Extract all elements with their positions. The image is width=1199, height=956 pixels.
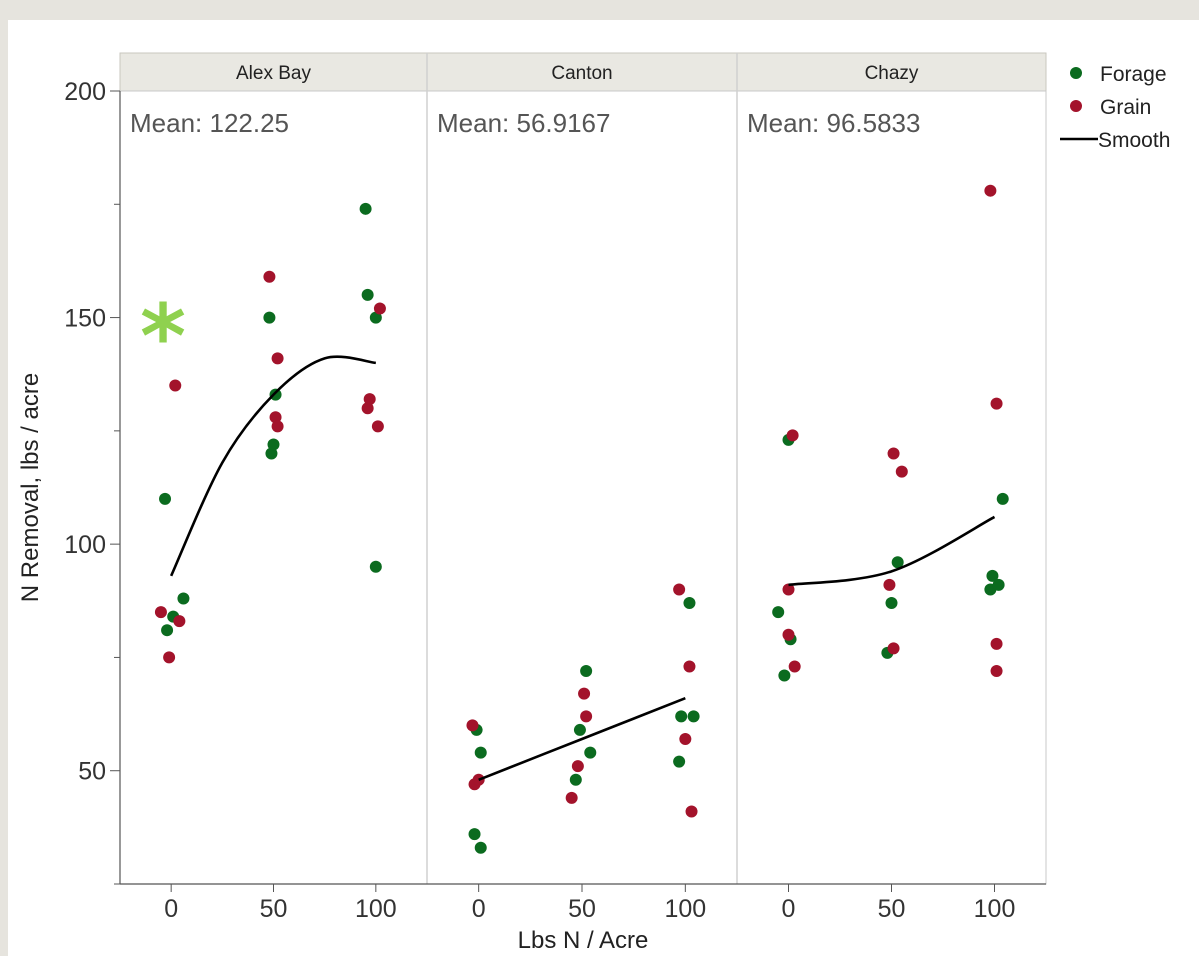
forage-point: [675, 710, 688, 723]
x-tick-label: 0: [782, 895, 796, 923]
x-tick-label: 100: [355, 895, 397, 923]
y-axis-title: N Removal, lbs / acre: [17, 373, 44, 602]
forage-point: [468, 828, 481, 841]
grain-point: [565, 791, 578, 804]
grain-point: [373, 302, 386, 315]
forage-point: [996, 492, 1009, 505]
facet-header: [736, 52, 1047, 92]
forage-point: [263, 311, 276, 324]
y-tick-label: 150: [64, 305, 106, 333]
x-tick-label: 50: [568, 895, 596, 923]
forage-point: [891, 556, 904, 569]
grain-point: [271, 352, 284, 365]
grain-point: [685, 805, 698, 818]
facet-header: [119, 52, 428, 92]
y-tick-label: 50: [78, 758, 106, 786]
grain-point: [271, 420, 284, 433]
grain-point: [782, 583, 795, 596]
facet-mean-label: Mean: 96.5833: [747, 108, 920, 138]
grain-point: [263, 270, 276, 283]
grain-point: [786, 429, 799, 442]
smooth-line: [478, 697, 686, 781]
forage-point: [359, 202, 372, 215]
grain-point: [887, 642, 900, 655]
x-tick-label: 0: [472, 895, 486, 923]
grain-point: [883, 578, 896, 591]
legend-label: Forage: [1100, 63, 1167, 86]
grain-point: [990, 637, 1003, 650]
forage-point: [992, 578, 1005, 591]
grain-point: [466, 719, 479, 732]
grain-point: [984, 184, 997, 197]
facet-mean-label: Mean: 56.9167: [437, 108, 610, 138]
grain-point: [683, 660, 696, 673]
forage-point: [687, 710, 700, 723]
grain-point: [269, 411, 282, 424]
legend-swatch-forage: [1070, 67, 1082, 79]
forage-point: [267, 438, 280, 451]
x-tick-label: 50: [878, 895, 906, 923]
grain-point: [990, 665, 1003, 678]
grain-point: [887, 447, 900, 460]
smooth-line: [169, 355, 377, 577]
y-tick-label: 100: [64, 531, 106, 559]
forage-point: [772, 606, 785, 619]
grain-point: [578, 687, 591, 700]
x-tick-label: 50: [260, 895, 288, 923]
grain-point: [990, 397, 1003, 410]
facet-label: Chazy: [865, 63, 919, 84]
annotation-asterisk: *: [140, 285, 186, 388]
forage-point: [584, 746, 597, 759]
legend-label: Grain: [1100, 96, 1151, 119]
grain-point: [173, 615, 186, 628]
grain-point: [673, 583, 686, 596]
forage-point: [569, 773, 582, 786]
x-axis-title: Lbs N / Acre: [518, 927, 649, 954]
grain-point: [895, 465, 908, 478]
grain-point: [154, 606, 167, 619]
grain-point: [571, 760, 584, 773]
chart-svg: Alex Bay Canton Chazy 50 100 150 200 0 50 100 0 50 1…: [17, 52, 1170, 954]
forage-point: [885, 597, 898, 610]
chart-frame: Alex Bay Canton Chazy 50 100 150 200 0 50 100 0 50 1…: [8, 20, 1199, 956]
forage-point: [986, 569, 999, 582]
forage-point: [474, 746, 487, 759]
facet-label: Alex Bay: [236, 63, 311, 84]
forage-point: [580, 665, 593, 678]
facet-header: [426, 52, 738, 92]
legend-swatch-grain: [1070, 100, 1082, 112]
grain-point: [580, 710, 593, 723]
forage-point: [369, 560, 382, 573]
forage-point: [159, 492, 172, 505]
forage-point: [778, 669, 791, 682]
grain-point: [788, 660, 801, 673]
forage-point: [161, 624, 174, 637]
grain-point: [782, 628, 795, 641]
facet-mean-label: Mean: 122.25: [130, 108, 289, 138]
forage-point: [673, 755, 686, 768]
grain-point: [169, 379, 182, 392]
grain-point: [679, 732, 692, 745]
forage-point: [361, 288, 374, 301]
grain-point: [163, 651, 176, 664]
forage-point: [265, 447, 278, 460]
x-tick-label: 100: [974, 895, 1016, 923]
forage-point: [177, 592, 190, 605]
y-tick-label: 200: [64, 78, 106, 106]
facet-label: Canton: [551, 63, 612, 84]
forage-point: [474, 841, 487, 854]
legend-label: Smooth: [1098, 129, 1170, 152]
smooth-line: [788, 515, 996, 587]
forage-point: [573, 723, 586, 736]
forage-point: [269, 388, 282, 401]
forage-point: [683, 597, 696, 610]
grain-point: [361, 402, 374, 415]
grain-point: [363, 393, 376, 406]
x-tick-label: 0: [164, 895, 178, 923]
x-tick-label: 100: [664, 895, 706, 923]
forage-point: [369, 311, 382, 324]
grain-point: [371, 420, 384, 433]
